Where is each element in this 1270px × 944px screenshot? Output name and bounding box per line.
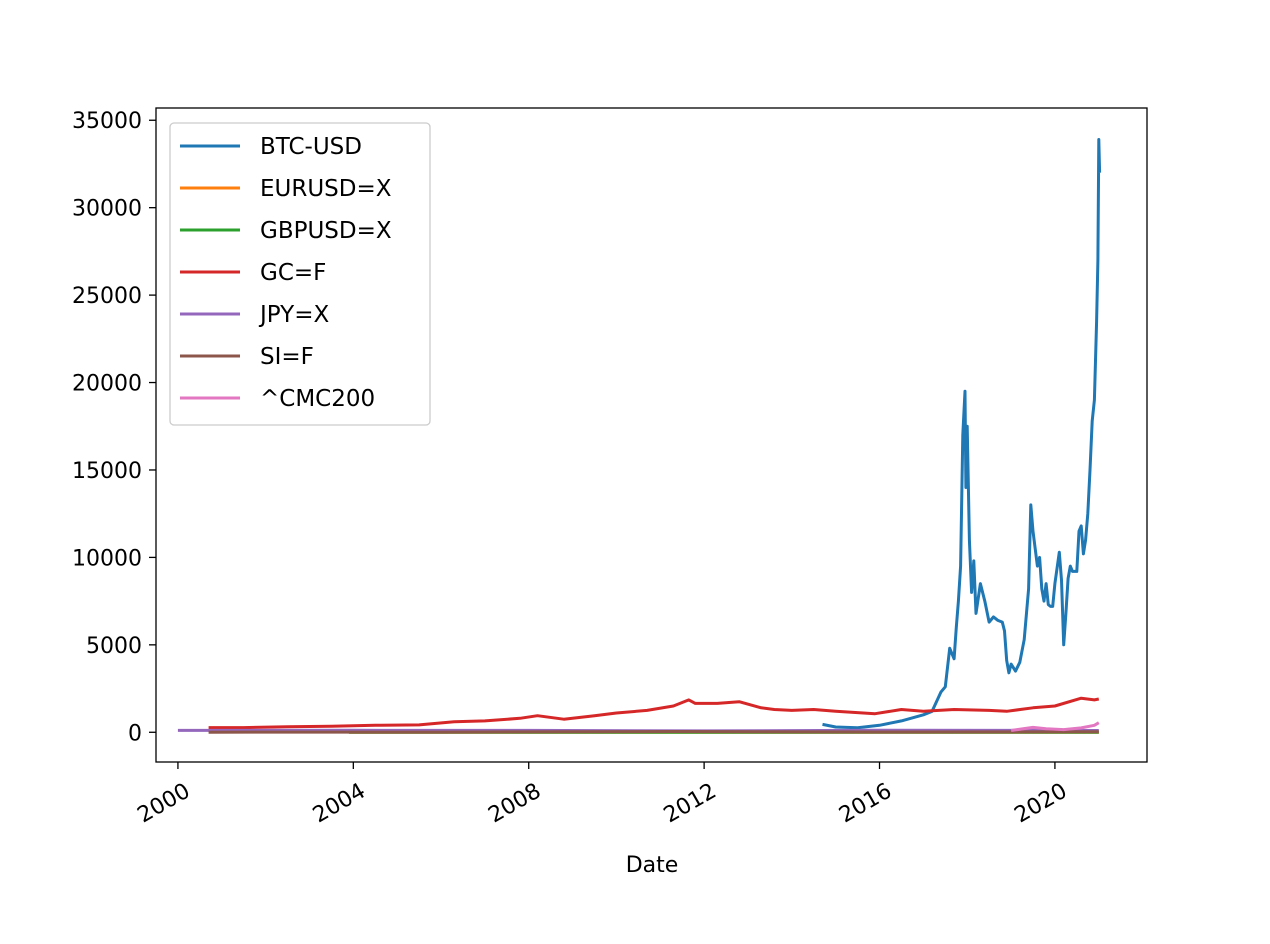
y-axis: 0 5000 10000 15000 20000 25000 30000 35000 xyxy=(72,109,156,746)
legend-label: SI=F xyxy=(260,344,314,370)
plot-area xyxy=(177,138,1102,734)
series-line-cmc200 xyxy=(1010,721,1100,732)
series-line-btc-usd xyxy=(822,138,1102,730)
y-tick-label: 25000 xyxy=(72,284,142,309)
series-line-gc-f xyxy=(208,696,1100,730)
y-tick-label: 10000 xyxy=(72,546,142,571)
series-line-si-f xyxy=(208,730,1099,734)
legend-label: GC=F xyxy=(260,260,326,286)
y-tick-label: 0 xyxy=(128,721,142,746)
plot-frame xyxy=(155,107,1148,763)
legend: BTC-USD EURUSD=X GBPUSD=X GC=F JPY=X SI=F ^CMC… xyxy=(169,122,431,426)
legend-label: EURUSD=X xyxy=(260,176,392,202)
legend-label: JPY=X xyxy=(258,302,329,328)
x-axis-label: Date xyxy=(626,853,679,878)
legend-label: BTC-USD xyxy=(260,134,362,160)
y-tick-label: 30000 xyxy=(72,197,142,222)
legend-label: GBPUSD=X xyxy=(260,218,392,244)
legend-box xyxy=(169,122,431,426)
y-tick-label: 15000 xyxy=(72,459,142,484)
legend-label: ^CMC200 xyxy=(260,386,375,412)
y-tick-label: 5000 xyxy=(86,634,142,659)
y-tick-label: 20000 xyxy=(72,372,142,397)
y-tick-label: 35000 xyxy=(72,109,142,134)
